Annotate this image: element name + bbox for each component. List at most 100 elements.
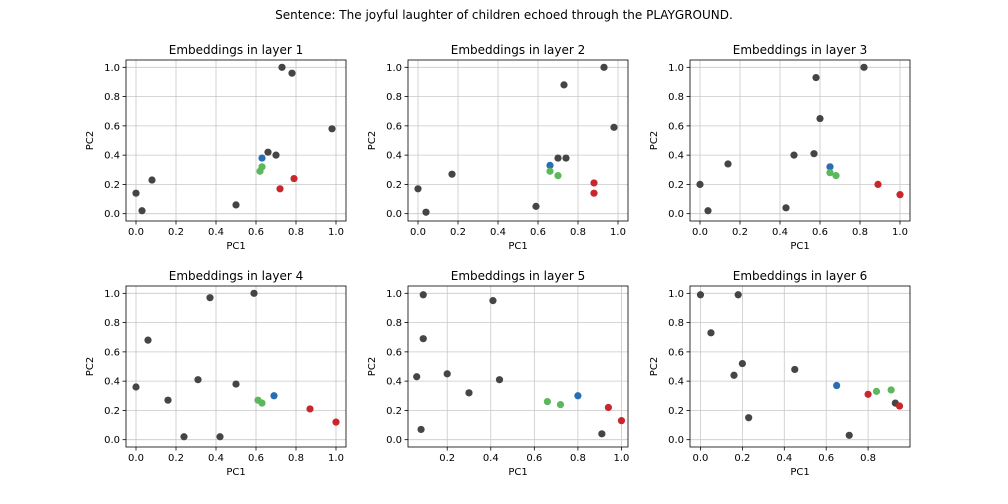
data-point-green <box>887 386 895 394</box>
x-tick-label: 0.4 <box>208 227 224 238</box>
y-axis-label: PC2 <box>367 131 378 150</box>
x-tick-label: 0.6 <box>248 227 264 238</box>
panel-title: Embeddings in layer 1 <box>169 43 303 57</box>
y-tick-label: 0.8 <box>386 318 402 329</box>
y-tick-label: 0.4 <box>104 151 120 162</box>
data-point-other <box>745 414 753 422</box>
data-point-green <box>546 167 554 175</box>
data-point-other <box>164 396 172 404</box>
panel-title: Embeddings in layer 6 <box>733 269 867 283</box>
y-tick-label: 0.4 <box>386 377 402 388</box>
x-tick-label: 0.4 <box>772 227 788 238</box>
y-tick-label: 0.8 <box>104 318 120 329</box>
y-tick-label: 0.6 <box>104 121 120 132</box>
x-tick-label: 0.6 <box>530 227 546 238</box>
data-point-red <box>617 417 626 425</box>
data-point-blue <box>270 392 278 400</box>
y-axis-label: PC2 <box>367 357 378 376</box>
data-point-green <box>832 172 840 180</box>
data-point-other <box>138 207 146 215</box>
data-point-green <box>554 172 562 180</box>
data-point-blue <box>574 392 582 400</box>
data-point-other <box>738 359 746 368</box>
x-tick-label: 0.0 <box>692 227 708 238</box>
y-tick-label: 0.2 <box>104 406 120 417</box>
x-tick-label: 0.8 <box>860 453 876 464</box>
panel-1: 0.0 0.2 0.4 0.6 0.8 1.0 0.0 0.2 0.4 0.6 0.8 1.0 Embe… <box>85 43 347 252</box>
data-point-blue <box>826 163 834 171</box>
y-tick-label: 0.4 <box>104 377 120 388</box>
y-tick-label: 0.2 <box>668 180 684 191</box>
data-point-other <box>180 433 188 441</box>
panel-2: 0.0 0.2 0.4 0.6 0.8 1.0 0.0 0.2 0.4 0.6 0.8 1.0 Embe… <box>367 43 629 252</box>
x-tick-label: 0.2 <box>439 453 455 464</box>
x-tick-label: 0.4 <box>208 453 224 464</box>
data-point-other <box>264 148 272 156</box>
x-tick-label: 0.2 <box>168 453 184 464</box>
data-point-red <box>895 402 904 410</box>
y-tick-label: 0.8 <box>386 92 402 103</box>
data-point-other <box>148 176 156 184</box>
data-point-other <box>278 63 286 71</box>
data-point-blue <box>546 161 554 169</box>
data-point-red <box>276 185 284 193</box>
data-point-other <box>206 294 214 302</box>
y-axis-label: PC2 <box>649 131 660 150</box>
axes-frame <box>125 285 347 448</box>
data-point-red <box>874 180 882 189</box>
data-point-other <box>489 297 497 305</box>
axes-frame <box>689 285 911 448</box>
data-point-other <box>465 389 473 397</box>
y-axis-label: PC2 <box>85 131 96 150</box>
y-tick-label: 1.0 <box>104 63 120 74</box>
data-point-other <box>707 329 715 337</box>
x-tick-label: 0.8 <box>288 227 304 238</box>
data-point-other <box>132 189 140 197</box>
y-tick-label: 0.6 <box>104 347 120 358</box>
y-axis-label: PC2 <box>85 357 96 376</box>
y-tick-label: 1.0 <box>386 63 402 74</box>
data-point-green <box>258 399 266 407</box>
data-point-green <box>872 387 881 395</box>
data-point-other <box>144 336 152 344</box>
x-tick-label: 0.0 <box>128 453 144 464</box>
data-point-other <box>562 154 570 162</box>
data-point-other <box>598 430 606 438</box>
data-point-other <box>845 431 853 439</box>
x-tick-label: 0.8 <box>288 453 304 464</box>
data-point-red <box>306 405 314 413</box>
data-point-other <box>600 63 608 71</box>
data-point-red <box>864 390 872 398</box>
data-point-other <box>810 150 818 158</box>
panel-title: Embeddings in layer 5 <box>451 269 585 283</box>
axes-frame <box>125 59 347 222</box>
data-point-red <box>604 403 612 412</box>
data-point-other <box>791 365 799 374</box>
x-tick-label: 0.0 <box>693 453 709 464</box>
y-tick-label: 0.6 <box>668 121 684 132</box>
data-point-other <box>704 207 712 215</box>
x-tick-label: 1.0 <box>328 453 344 464</box>
y-tick-label: 0.2 <box>668 406 684 417</box>
data-point-other <box>194 376 202 384</box>
y-tick-label: 0.4 <box>668 151 684 162</box>
data-point-other <box>560 81 568 89</box>
data-point-green <box>543 398 552 406</box>
x-tick-label: 0.2 <box>450 227 466 238</box>
y-tick-label: 0.0 <box>104 209 120 220</box>
data-point-other <box>730 371 738 379</box>
data-point-red <box>896 191 904 199</box>
y-tick-label: 1.0 <box>104 289 120 300</box>
panel-5: 0.2 0.4 0.6 0.8 1.0 0.0 0.2 0.4 0.6 0.8 1.0 Embeddi… <box>367 269 629 478</box>
data-point-other <box>413 373 421 381</box>
data-point-red <box>590 179 598 187</box>
data-point-other <box>443 370 451 378</box>
data-point-other <box>696 291 705 299</box>
x-tick-label: 0.0 <box>128 227 144 238</box>
data-point-other <box>532 202 540 210</box>
data-point-blue <box>258 154 266 162</box>
x-tick-label: 0.6 <box>812 227 828 238</box>
y-tick-label: 0.6 <box>668 347 684 358</box>
y-tick-label: 1.0 <box>668 289 684 300</box>
